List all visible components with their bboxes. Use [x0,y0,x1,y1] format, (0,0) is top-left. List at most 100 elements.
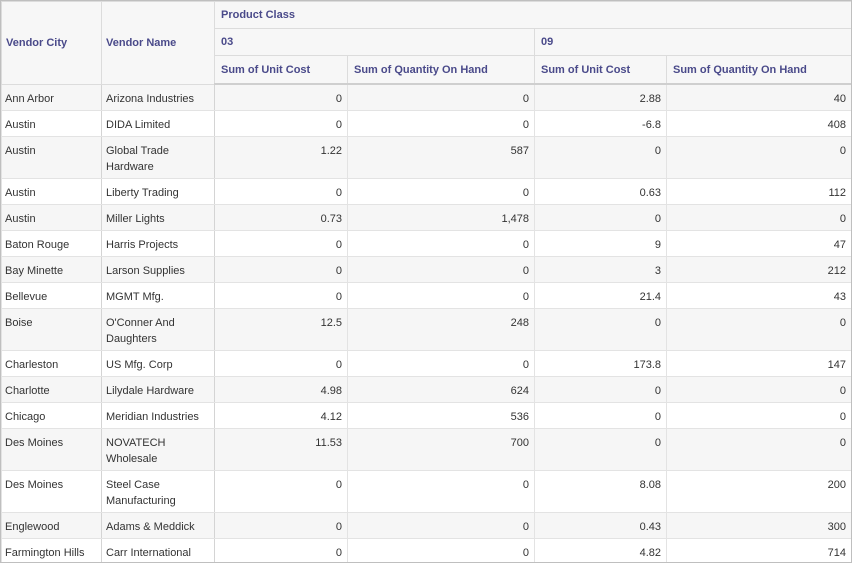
cell-03-qty-on-hand[interactable]: 536 [347,402,535,429]
vendor-city-cell[interactable]: Ann Arbor [1,83,102,111]
vendor-name-cell[interactable]: O'Conner And Daughters [101,308,215,351]
vendor-name-cell[interactable]: Global Trade Hardware [101,136,215,179]
cell-03-qty-on-hand[interactable]: 0 [347,230,535,257]
cell-03-unit-cost[interactable]: 0.73 [214,204,348,231]
cell-09-unit-cost[interactable]: 9 [534,230,667,257]
cell-03-unit-cost[interactable]: 0 [214,110,348,137]
cell-09-qty-on-hand[interactable]: 43 [665,282,851,309]
cell-03-qty-on-hand[interactable]: 700 [347,428,535,471]
header-09-qty-on-hand[interactable]: Sum of Quantity On Hand [665,55,851,85]
vendor-name-cell[interactable]: DIDA Limited [101,110,215,137]
cell-03-unit-cost[interactable]: 0 [214,350,348,377]
vendor-city-cell[interactable]: Farmington Hills [1,538,102,562]
cell-03-qty-on-hand[interactable]: 0 [347,256,535,283]
vendor-name-cell[interactable]: Arizona Industries [101,83,215,111]
cell-03-unit-cost[interactable]: 0 [214,470,348,513]
vendor-city-cell[interactable]: Des Moines [1,470,102,513]
vendor-city-cell[interactable]: Austin [1,110,102,137]
vendor-name-cell[interactable]: Miller Lights [101,204,215,231]
vendor-name-cell[interactable]: MGMT Mfg. [101,282,215,309]
header-vendor-city[interactable]: Vendor City [1,1,102,85]
vendor-city-cell[interactable]: Austin [1,178,102,205]
vendor-city-cell[interactable]: Englewood [1,512,102,539]
vendor-city-cell[interactable]: Bay Minette [1,256,102,283]
cell-03-qty-on-hand[interactable]: 0 [347,83,535,111]
cell-09-unit-cost[interactable]: 0 [534,136,667,179]
cell-09-qty-on-hand[interactable]: 112 [665,178,851,205]
cell-09-unit-cost[interactable]: 2.88 [534,83,667,111]
cell-09-unit-cost[interactable]: 21.4 [534,282,667,309]
vendor-name-cell[interactable]: Carr International [101,538,215,562]
cell-09-qty-on-hand[interactable]: 147 [665,350,851,377]
cell-09-unit-cost[interactable]: 0 [534,204,667,231]
cell-09-qty-on-hand[interactable]: 0 [665,308,851,351]
cell-09-qty-on-hand[interactable]: 0 [665,136,851,179]
cell-03-qty-on-hand[interactable]: 0 [347,512,535,539]
vendor-city-cell[interactable]: Austin [1,204,102,231]
cell-09-unit-cost[interactable]: 173.8 [534,350,667,377]
vendor-name-cell[interactable]: Meridian Industries [101,402,215,429]
vendor-city-cell[interactable]: Charleston [1,350,102,377]
cell-03-qty-on-hand[interactable]: 248 [347,308,535,351]
vendor-city-cell[interactable]: Boise [1,308,102,351]
cell-03-qty-on-hand[interactable]: 0 [347,282,535,309]
cell-09-unit-cost[interactable]: -6.8 [534,110,667,137]
cell-09-unit-cost[interactable]: 0 [534,402,667,429]
cell-03-unit-cost[interactable]: 0 [214,512,348,539]
cell-09-qty-on-hand[interactable]: 0 [665,428,851,471]
cell-09-qty-on-hand[interactable]: 0 [665,402,851,429]
cell-09-unit-cost[interactable]: 3 [534,256,667,283]
cell-03-unit-cost[interactable]: 0 [214,178,348,205]
cell-03-unit-cost[interactable]: 4.98 [214,376,348,403]
cell-03-qty-on-hand[interactable]: 624 [347,376,535,403]
cell-09-unit-cost[interactable]: 4.82 [534,538,667,562]
cell-03-qty-on-hand[interactable]: 0 [347,110,535,137]
cell-03-unit-cost[interactable]: 4.12 [214,402,348,429]
cell-03-unit-cost[interactable]: 0 [214,230,348,257]
header-vendor-name[interactable]: Vendor Name [101,1,215,85]
cell-09-qty-on-hand[interactable]: 200 [665,470,851,513]
cell-09-qty-on-hand[interactable]: 40 [665,83,851,111]
cell-09-qty-on-hand[interactable]: 0 [665,376,851,403]
vendor-city-cell[interactable]: Baton Rouge [1,230,102,257]
cell-03-unit-cost[interactable]: 11.53 [214,428,348,471]
cell-09-unit-cost[interactable]: 8.08 [534,470,667,513]
cell-09-unit-cost[interactable]: 0.43 [534,512,667,539]
cell-09-qty-on-hand[interactable]: 408 [665,110,851,137]
cell-03-qty-on-hand[interactable]: 0 [347,350,535,377]
cell-03-qty-on-hand[interactable]: 0 [347,538,535,562]
vendor-city-cell[interactable]: Bellevue [1,282,102,309]
cell-09-qty-on-hand[interactable]: 212 [665,256,851,283]
cell-03-qty-on-hand[interactable]: 587 [347,136,535,179]
vendor-city-cell[interactable]: Charlotte [1,376,102,403]
cell-03-unit-cost[interactable]: 0 [214,282,348,309]
vendor-city-cell[interactable]: Des Moines [1,428,102,471]
vendor-name-cell[interactable]: Steel Case Manufacturing [101,470,215,513]
vendor-name-cell[interactable]: Larson Supplies [101,256,215,283]
vendor-city-cell[interactable]: Chicago [1,402,102,429]
vendor-name-cell[interactable]: NOVATECH Wholesale [101,428,215,471]
cell-03-unit-cost[interactable]: 0 [214,538,348,562]
cell-09-unit-cost[interactable]: 0.63 [534,178,667,205]
header-03-unit-cost[interactable]: Sum of Unit Cost [214,55,348,85]
cell-03-unit-cost[interactable]: 1.22 [214,136,348,179]
header-03-qty-on-hand[interactable]: Sum of Quantity On Hand [347,55,535,85]
cell-03-unit-cost[interactable]: 0 [214,256,348,283]
vendor-city-cell[interactable]: Austin [1,136,102,179]
cell-03-qty-on-hand[interactable]: 0 [347,470,535,513]
vendor-name-cell[interactable]: Liberty Trading [101,178,215,205]
cell-03-qty-on-hand[interactable]: 1,478 [347,204,535,231]
header-product-class[interactable]: Product Class [213,1,851,29]
header-class-09[interactable]: 09 [533,28,851,56]
cell-09-unit-cost[interactable]: 0 [534,428,667,471]
vendor-name-cell[interactable]: Harris Projects [101,230,215,257]
vendor-name-cell[interactable]: Lilydale Hardware [101,376,215,403]
header-class-03[interactable]: 03 [214,28,535,56]
cell-03-unit-cost[interactable]: 12.5 [214,308,348,351]
vendor-name-cell[interactable]: US Mfg. Corp [101,350,215,377]
header-09-unit-cost[interactable]: Sum of Unit Cost [534,55,667,85]
cell-09-unit-cost[interactable]: 0 [534,308,667,351]
cell-03-qty-on-hand[interactable]: 0 [347,178,535,205]
vendor-name-cell[interactable]: Adams & Meddick [101,512,215,539]
cell-09-qty-on-hand[interactable]: 714 [665,538,851,562]
